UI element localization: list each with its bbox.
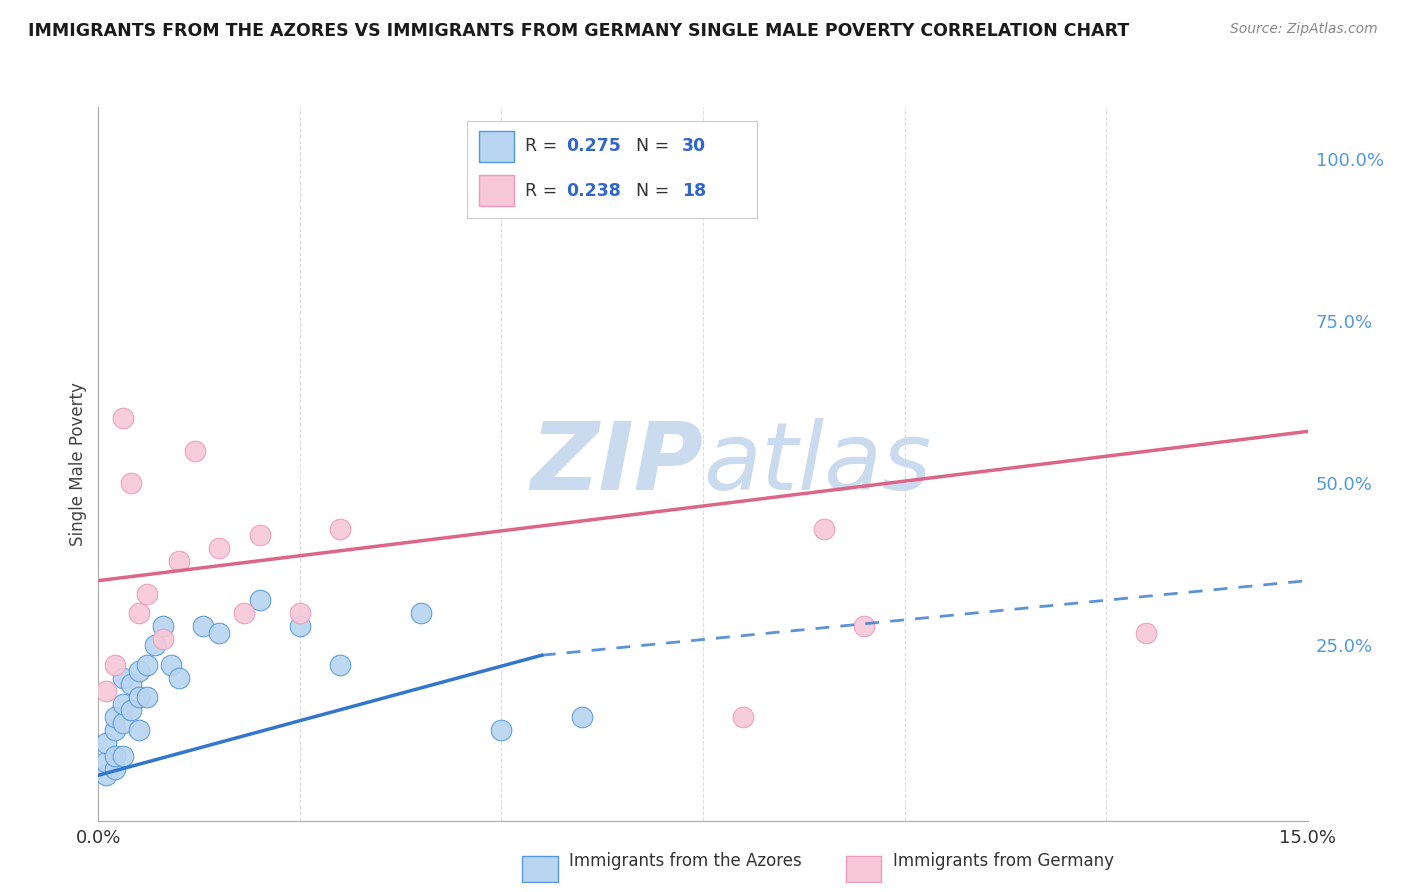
Text: 18: 18 <box>682 182 706 200</box>
Point <box>120 677 142 691</box>
Point <box>152 619 174 633</box>
Point <box>96 736 118 750</box>
Text: 0.238: 0.238 <box>565 182 621 200</box>
Point <box>120 476 142 491</box>
Point <box>128 690 150 705</box>
Point <box>249 528 271 542</box>
Text: R =: R = <box>526 182 562 200</box>
Point <box>491 723 513 737</box>
Text: ZIP: ZIP <box>530 417 703 510</box>
Point <box>853 619 876 633</box>
FancyBboxPatch shape <box>479 131 513 161</box>
Point <box>249 593 271 607</box>
FancyBboxPatch shape <box>479 175 513 206</box>
Text: N =: N = <box>636 182 675 200</box>
Point <box>111 697 134 711</box>
Point <box>128 665 150 679</box>
Y-axis label: Single Male Poverty: Single Male Poverty <box>69 382 87 546</box>
Text: Immigrants from Germany: Immigrants from Germany <box>893 852 1114 870</box>
Point <box>103 657 125 672</box>
Point <box>571 710 593 724</box>
Point <box>232 606 254 620</box>
Point <box>96 756 118 770</box>
Text: Source: ZipAtlas.com: Source: ZipAtlas.com <box>1230 22 1378 37</box>
Text: Immigrants from the Azores: Immigrants from the Azores <box>569 852 803 870</box>
Text: IMMIGRANTS FROM THE AZORES VS IMMIGRANTS FROM GERMANY SINGLE MALE POVERTY CORREL: IMMIGRANTS FROM THE AZORES VS IMMIGRANTS… <box>28 22 1129 40</box>
Point <box>409 606 432 620</box>
Point <box>103 710 125 724</box>
Point <box>329 657 352 672</box>
Point <box>103 723 125 737</box>
Text: 0.275: 0.275 <box>565 137 621 155</box>
Text: R =: R = <box>526 137 562 155</box>
Point <box>128 606 150 620</box>
Point <box>128 723 150 737</box>
Point <box>193 619 215 633</box>
Point <box>208 625 231 640</box>
Point <box>152 632 174 646</box>
Point <box>111 748 134 763</box>
Point <box>103 762 125 776</box>
Point <box>96 768 118 782</box>
Point <box>135 657 157 672</box>
Text: N =: N = <box>636 137 675 155</box>
Text: atlas: atlas <box>703 418 931 509</box>
Point <box>143 639 166 653</box>
Point <box>813 522 835 536</box>
Point <box>167 671 190 685</box>
FancyBboxPatch shape <box>522 856 558 881</box>
Text: 30: 30 <box>682 137 706 155</box>
Point <box>288 606 311 620</box>
Point <box>288 619 311 633</box>
Point <box>167 554 190 568</box>
Point <box>208 541 231 556</box>
Point <box>184 443 207 458</box>
Point <box>1135 625 1157 640</box>
Point <box>329 522 352 536</box>
Point <box>160 657 183 672</box>
Point <box>111 716 134 731</box>
Point <box>111 411 134 425</box>
Point <box>135 690 157 705</box>
Point <box>111 671 134 685</box>
FancyBboxPatch shape <box>845 856 882 881</box>
Point <box>96 684 118 698</box>
Point <box>733 710 755 724</box>
Point <box>120 703 142 717</box>
Point <box>103 748 125 763</box>
Point <box>135 586 157 600</box>
